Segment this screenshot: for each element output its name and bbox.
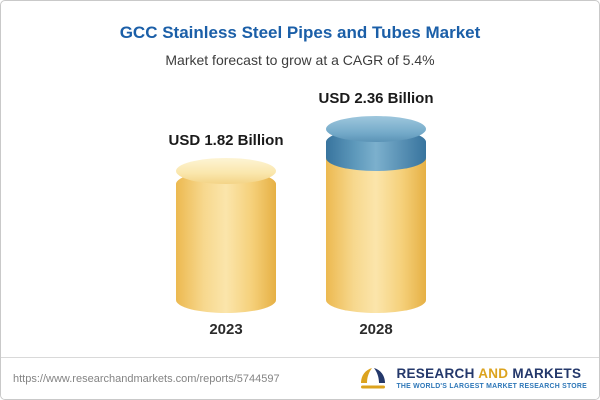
logo-text-block: RESEARCH AND MARKETS THE WORLD'S LARGEST… (396, 366, 587, 391)
researchandmarkets-logo[interactable]: RESEARCH AND MARKETS THE WORLD'S LARGEST… (357, 366, 587, 392)
cylinder-2028 (326, 116, 426, 313)
logo-word-research: RESEARCH (396, 365, 475, 381)
cylinder-2028-base-segment (326, 158, 426, 313)
logo-tagline: THE WORLD'S LARGEST MARKET RESEARCH STOR… (396, 383, 587, 391)
value-label-2028: USD 2.36 Billion (318, 90, 434, 107)
researchandmarkets-logo-icon (361, 367, 386, 388)
cylinder-2023 (176, 158, 276, 313)
cylinder-2028-top-cap (326, 116, 426, 142)
logo-word-and: AND (478, 365, 509, 381)
report-url-link[interactable]: https://www.researchandmarkets.com/repor… (13, 372, 280, 385)
cylinder-2023-body (176, 158, 276, 313)
category-label-2028: 2028 (359, 321, 393, 338)
logo-word-markets: MARKETS (512, 365, 582, 381)
chart-subtitle: Market forecast to grow at a CAGR of 5.4… (165, 52, 435, 68)
logo-wordmark: RESEARCH AND MARKETS (396, 366, 581, 382)
cylinder-2028-growth-segment (326, 116, 426, 171)
cylinder-2023-top-cap (176, 158, 276, 184)
chart-title: GCC Stainless Steel Pipes and Tubes Mark… (119, 23, 481, 42)
chart-header: GCC Stainless Steel Pipes and Tubes Mark… (1, 1, 599, 68)
category-label-2023: 2023 (209, 321, 243, 338)
value-label-2023: USD 1.82 Billion (168, 132, 284, 149)
footer-bar: https://www.researchandmarkets.com/repor… (1, 357, 599, 399)
